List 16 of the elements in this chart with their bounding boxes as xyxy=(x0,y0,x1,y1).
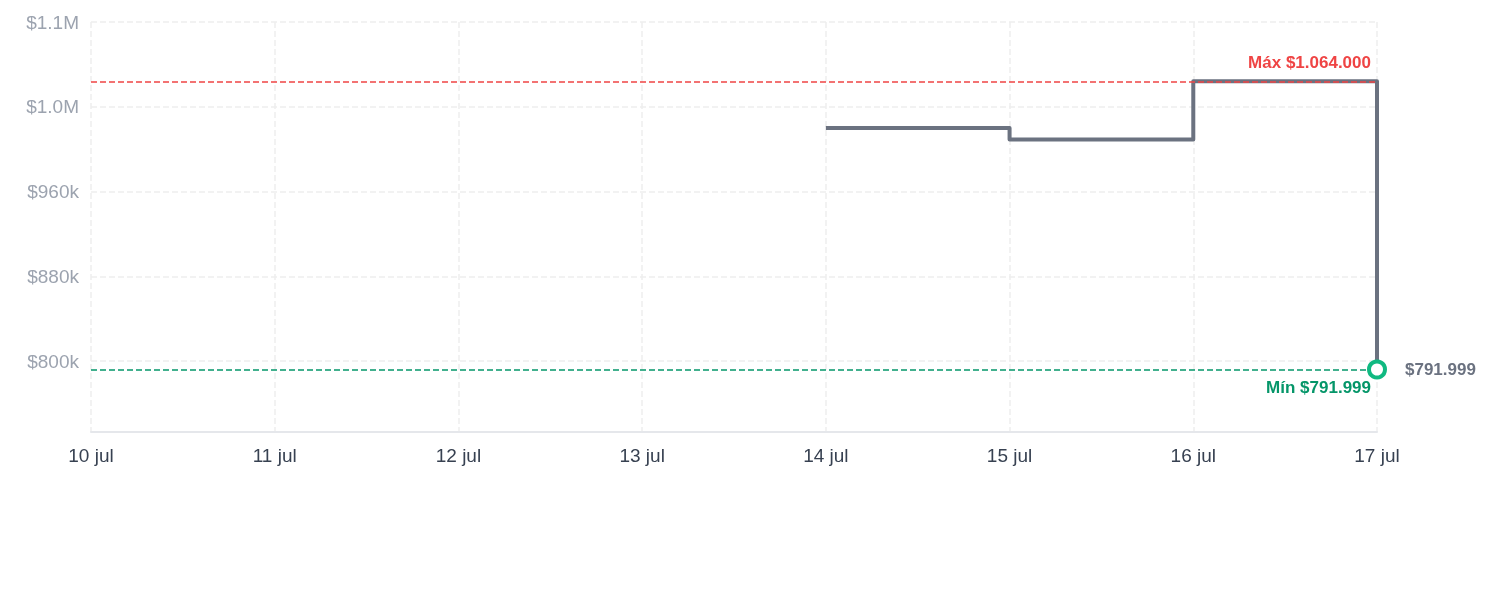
ref-line-label: Mín $791.999 xyxy=(1266,378,1371,398)
x-tick-label: 16 jul xyxy=(1170,445,1216,466)
annotation: $791.999 xyxy=(1405,359,1476,379)
x-tick-label: 10 jul xyxy=(68,445,114,466)
y-tick-label: $800k xyxy=(27,350,80,372)
y-tick-label: $1.1M xyxy=(26,11,79,33)
x-tick-label: 12 jul xyxy=(435,445,482,466)
x-tick-label: 14 jul xyxy=(803,445,849,466)
y-tick-label: $960k xyxy=(27,181,80,203)
y-tick-label: $1.0M xyxy=(26,96,79,118)
ref-line-label: Máx $1.064.000 xyxy=(1248,53,1371,73)
x-tick-label: 15 jul xyxy=(986,445,1033,466)
x-tick-label: 13 jul xyxy=(619,445,665,466)
x-tick-label: 17 jul xyxy=(1354,445,1400,466)
x-tick-label: 11 jul xyxy=(252,445,297,466)
y-tick-label: $880k xyxy=(27,265,80,287)
